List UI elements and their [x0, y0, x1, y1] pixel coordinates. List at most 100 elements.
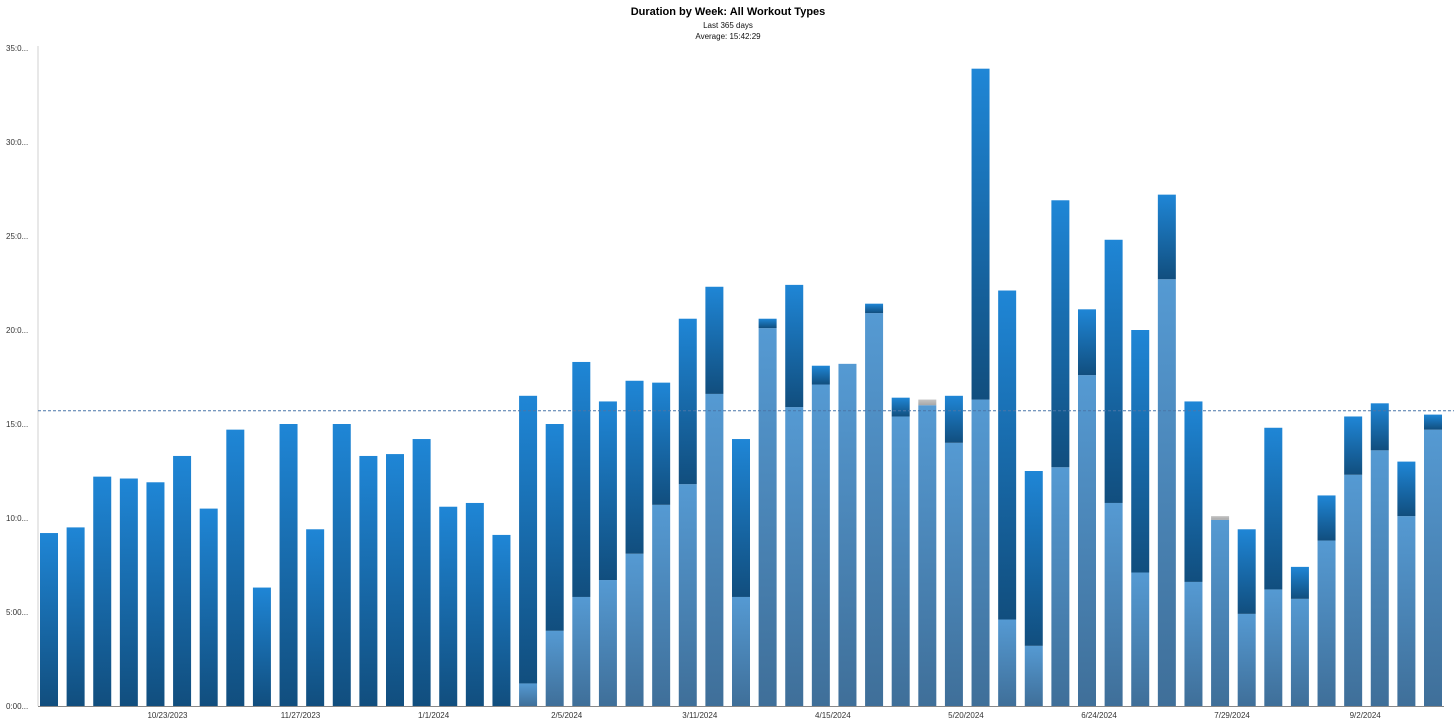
bar-segment-dark — [891, 397, 910, 417]
bar-segment-light — [1264, 589, 1283, 706]
bar-segment-light — [1184, 581, 1203, 706]
average-label: Average: 15:42:29 — [695, 32, 761, 41]
bar-segment-light — [1344, 474, 1363, 706]
bar-segment-dark — [998, 290, 1017, 620]
bar-segment-dark — [519, 395, 538, 684]
bar-segment-light — [519, 683, 538, 706]
bar-segment-dark — [66, 527, 85, 706]
bar-segment-dark — [758, 318, 777, 329]
bar-segment-light — [1024, 645, 1043, 706]
bar-segment-light — [811, 384, 830, 706]
bar-segment-gray — [918, 399, 937, 406]
bar-segment-dark — [732, 439, 750, 597]
bar-segment-dark — [1024, 471, 1043, 646]
bar-segment-light — [652, 504, 671, 706]
bar-segment-light — [1051, 467, 1070, 706]
bar-segment-dark — [705, 286, 724, 394]
x-tick-label: 9/2/2024 — [1350, 711, 1382, 720]
bar-segment-light — [1424, 429, 1442, 706]
bar-segment-dark — [598, 401, 617, 581]
bar-segment-light — [891, 416, 910, 706]
x-tick-label: 10/23/2023 — [147, 711, 188, 720]
x-tick-label: 7/29/2024 — [1214, 711, 1250, 720]
bar-segment-dark — [545, 424, 564, 631]
bar-segment-dark — [1370, 403, 1389, 451]
bar-segment-light — [1104, 502, 1123, 706]
bar-segment-light — [785, 407, 804, 706]
bar-segment-light — [1078, 375, 1096, 706]
bar-segment-dark — [119, 478, 138, 706]
bar-segment-light — [1397, 516, 1416, 706]
bar-segment-dark — [572, 361, 591, 597]
bar-segment-light — [678, 484, 697, 706]
bar-segment-dark — [1237, 529, 1256, 614]
bar-segment-dark — [1424, 414, 1442, 430]
bar-segment-light — [1157, 279, 1176, 706]
bar-segment-light — [1317, 540, 1336, 706]
bar-segment-dark — [93, 476, 112, 706]
bar-segment-dark — [1051, 200, 1070, 468]
bar-segment-light — [918, 405, 937, 706]
bar-segment-dark — [1157, 194, 1176, 280]
bar-segment-dark — [173, 455, 192, 706]
bar-segment-light — [598, 580, 617, 706]
y-tick-label: 30:0... — [6, 138, 28, 147]
bar-segment-light — [998, 619, 1017, 706]
bar-segment-dark — [1290, 566, 1309, 599]
bar-segment-dark — [146, 482, 165, 706]
bar-segment-dark — [412, 439, 431, 706]
bar-segment-dark — [971, 68, 990, 400]
bar-segment-light — [705, 393, 724, 706]
bar-segment-light — [1131, 572, 1150, 706]
bar-segment-light — [971, 399, 990, 706]
bar-segment-dark — [226, 429, 245, 706]
bar-segment-dark — [1317, 495, 1336, 541]
chart-title: Duration by Week: All Workout Types — [630, 6, 826, 18]
bar-segment-dark — [678, 318, 697, 485]
bar-segment-dark — [1184, 401, 1203, 582]
x-tick-label: 4/15/2024 — [815, 711, 851, 720]
bar-segment-light — [572, 596, 591, 706]
bar-segment-light — [1290, 598, 1309, 706]
bar-segment-dark — [1131, 330, 1150, 573]
y-tick-label: 35:0... — [6, 44, 28, 53]
bar-segment-light — [1370, 450, 1389, 706]
bar-segment-dark — [1344, 416, 1363, 475]
bar-segment-dark — [306, 529, 325, 706]
y-tick-label: 0:00... — [6, 702, 28, 711]
bar-segment-light — [732, 596, 750, 706]
bar-segment-dark — [492, 534, 511, 706]
bar-segment-light — [625, 553, 644, 706]
bar-segment-light — [838, 363, 857, 706]
bar-segment-dark — [652, 382, 671, 505]
x-tick-label: 11/27/2023 — [281, 711, 321, 720]
bar-segment-light — [1211, 519, 1230, 706]
y-tick-label: 15:0... — [6, 420, 28, 429]
bar-segment-dark — [1264, 427, 1283, 590]
bar-segment-dark — [252, 587, 271, 706]
x-axis: 10/23/2023 11/27/2023 1/1/2024 2/5/2024 3/11… — [38, 706, 1444, 720]
bar-segment-light — [1237, 613, 1256, 706]
y-axis: 0:00... 5:00... 10:0... 15:0... 20:0... 25:0.… — [6, 44, 39, 711]
bar-segment-light — [545, 630, 564, 706]
bar-segment-light — [865, 313, 884, 706]
bar-segment-dark — [944, 395, 963, 443]
x-tick-label: 6/24/2024 — [1081, 711, 1117, 720]
chart-subtitle: Last 365 days — [703, 21, 753, 30]
bar-segment-dark — [279, 424, 298, 706]
bar-segment-dark — [811, 365, 830, 385]
x-tick-label: 5/20/2024 — [948, 711, 984, 720]
bars — [40, 68, 1442, 706]
y-tick-label: 20:0... — [6, 326, 28, 335]
bar-segment-dark — [386, 454, 404, 706]
bar-segment-dark — [1078, 309, 1096, 376]
bar-segment-dark — [1104, 239, 1123, 503]
y-tick-label: 10:0... — [6, 514, 28, 523]
bar-segment-light — [758, 328, 777, 706]
bar-segment-light — [944, 442, 963, 706]
bar-segment-dark — [1397, 461, 1416, 517]
y-tick-label: 5:00... — [6, 608, 28, 617]
bar-segment-dark — [625, 380, 644, 554]
